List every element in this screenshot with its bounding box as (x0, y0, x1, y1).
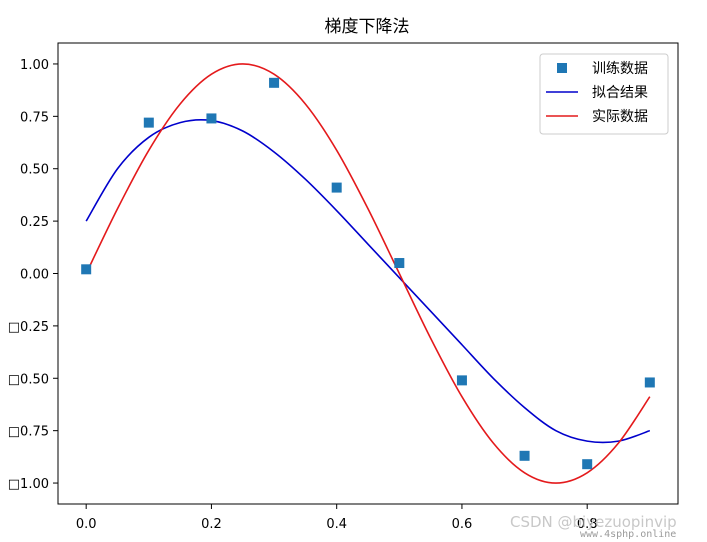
data-point (394, 258, 405, 269)
y-tick-label: □0.75 (8, 425, 49, 440)
legend-box (539, 53, 669, 135)
y-tick-label: 0.25 (20, 215, 49, 230)
data-point (269, 77, 280, 88)
y-tick-label: 0.50 (20, 163, 49, 178)
series-line-1 (85, 119, 651, 444)
legend-marker (557, 63, 567, 73)
y-tick-label: 0.75 (20, 110, 49, 125)
x-tick-label: 0.8 (577, 517, 598, 532)
x-tick-label: 0.2 (201, 517, 222, 532)
data-point (143, 117, 154, 128)
x-tick-label: 0.6 (452, 517, 473, 532)
watermark-secondary: www.4sphp.online (580, 529, 677, 540)
y-tick-label: 1.00 (20, 58, 49, 73)
data-point (519, 450, 530, 461)
y-tick-label: □1.00 (8, 477, 49, 492)
series-line-2 (85, 63, 651, 484)
y-tick-label: 0.00 (20, 268, 49, 283)
series-layer (81, 63, 655, 484)
data-point (206, 113, 217, 124)
y-tick-label: □0.25 (8, 320, 49, 335)
data-point (644, 377, 655, 388)
legend-label: 训练数据 (592, 61, 648, 77)
data-point (582, 459, 593, 470)
watermark-primary: CSDN @biyezuopinvip (510, 513, 677, 531)
legend-label: 实际数据 (592, 109, 648, 125)
chart-title: 梯度下降法 (325, 17, 410, 37)
data-point (331, 182, 342, 193)
legend-label: 拟合结果 (592, 85, 648, 101)
y-tick-label: □0.50 (8, 372, 49, 387)
y-axis: 1.00 0.75 0.50 0.25 0.00 □0.25 □0.50 □0.75 □1.00 (8, 58, 58, 492)
x-axis: 0.0 0.2 0.4 0.6 0.8 (76, 504, 598, 532)
x-tick-label: 0.0 (76, 517, 97, 532)
data-point (456, 375, 467, 386)
x-tick-label: 0.4 (326, 517, 347, 532)
data-point (81, 264, 92, 275)
